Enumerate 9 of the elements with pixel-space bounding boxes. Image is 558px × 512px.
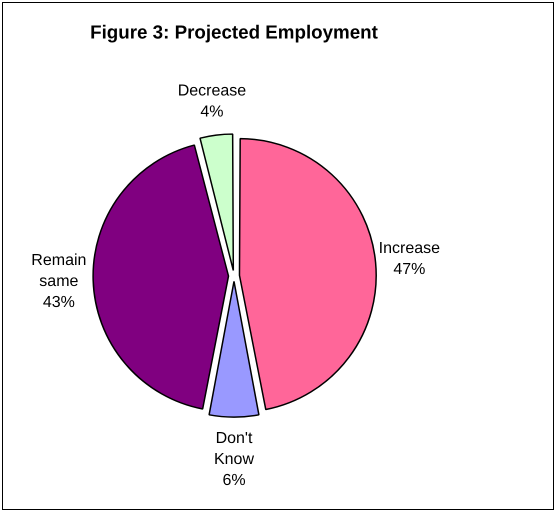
slice-label: Decrease xyxy=(178,82,246,100)
slice-label: Increase xyxy=(378,240,440,258)
slice-label: Don't Know xyxy=(214,430,254,468)
data-label: 6% xyxy=(222,472,246,490)
chart-title: Figure 3: Projected Employment xyxy=(90,22,379,44)
data-label: 43% xyxy=(42,294,75,311)
data-label: 47% xyxy=(393,261,426,278)
data-label: 4% xyxy=(200,103,224,120)
slice-label: Remain same xyxy=(31,252,86,290)
